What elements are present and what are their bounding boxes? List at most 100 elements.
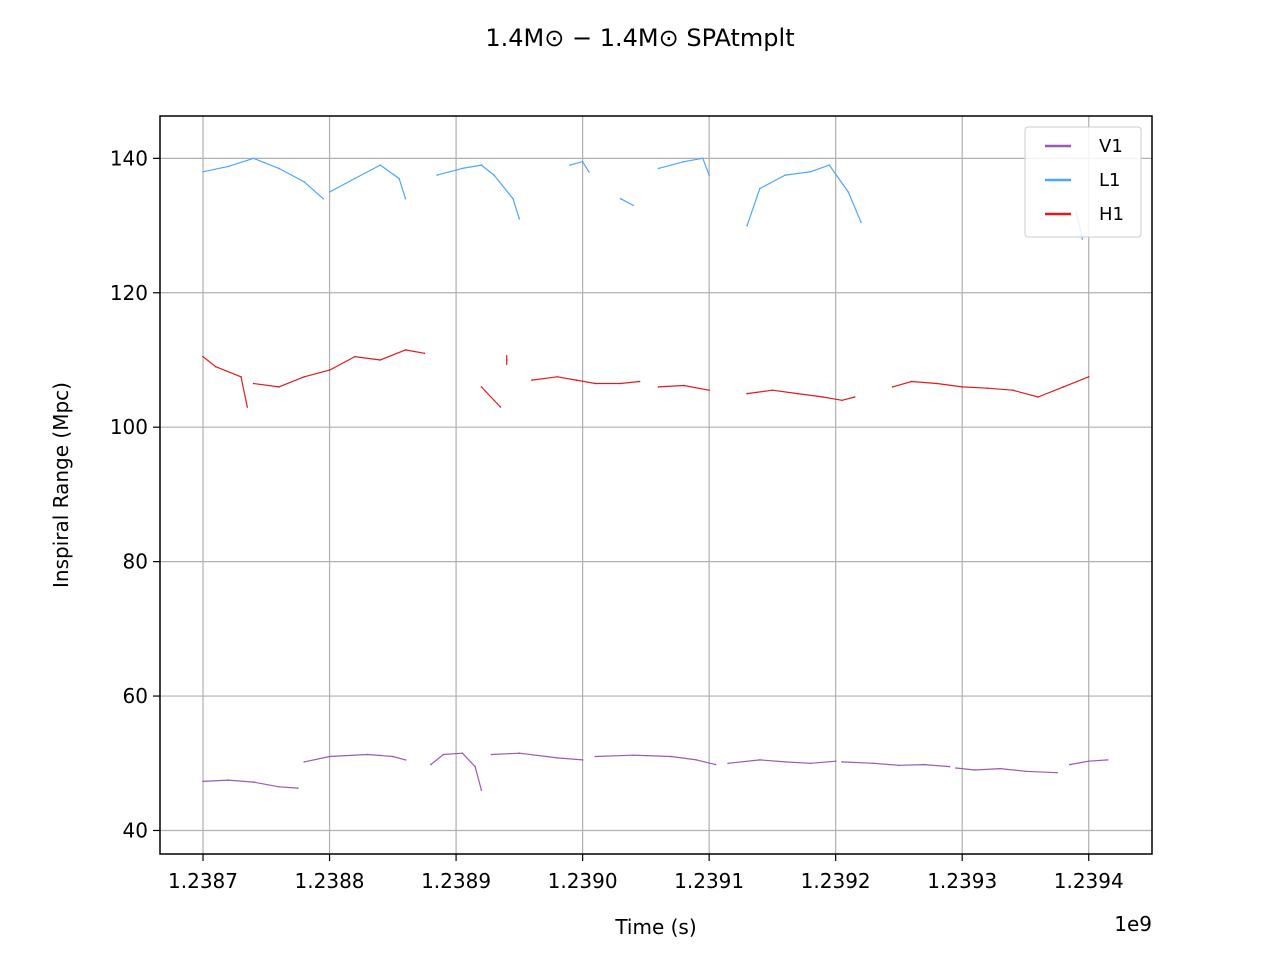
- series-L1-point: [379, 164, 382, 166]
- series-L1-point: [746, 224, 748, 227]
- series-V1-segment: [728, 759, 836, 764]
- series-H1-segment: [892, 376, 1089, 398]
- series-H1-point: [638, 380, 641, 383]
- series-H1-point: [683, 384, 685, 387]
- series-H1-segment: [253, 349, 425, 388]
- series-L1-segment: [658, 157, 710, 176]
- series-V1-point: [474, 765, 476, 768]
- series-H1-point: [891, 386, 894, 388]
- series-L1-point: [493, 174, 495, 176]
- series-H1-point: [575, 379, 578, 381]
- x-tick-label: 1.2390: [548, 869, 618, 893]
- series-V1-point: [695, 759, 698, 761]
- y-tick-label: 80: [123, 550, 148, 574]
- series-V1-point: [1056, 771, 1058, 774]
- series-H1-point: [556, 376, 559, 378]
- grid-lines: [160, 116, 1152, 854]
- series-H1-point: [961, 386, 963, 388]
- series-V1-point: [841, 761, 843, 763]
- series-H1-point: [841, 399, 843, 402]
- series-H1-point: [619, 382, 622, 385]
- y-tick-label: 120: [110, 281, 148, 305]
- legend-label-V1: V1: [1099, 136, 1123, 157]
- chart-title: 1.4M⊙ − 1.4M⊙ SPAtmplt: [485, 24, 794, 52]
- series-V1-point: [227, 779, 230, 781]
- series-H1-point: [240, 376, 242, 378]
- series-H1-point: [1062, 386, 1065, 388]
- series-V1-segment: [841, 761, 950, 768]
- series-L1-point: [708, 174, 710, 176]
- series-L1-point: [252, 157, 255, 160]
- series-V1-point: [1024, 770, 1027, 773]
- series-L1-segment: [569, 161, 590, 173]
- series-H1-segment: [747, 389, 855, 401]
- series-V1-point: [303, 761, 306, 763]
- x-tick-label: 1.2394: [1054, 869, 1124, 893]
- y-tick-label: 100: [110, 415, 148, 439]
- series-H1-point: [423, 352, 426, 355]
- y-tick-label: 60: [123, 684, 148, 708]
- series-L1-point: [354, 177, 356, 180]
- series-V1-point: [366, 753, 369, 756]
- series-L1-point: [828, 164, 831, 166]
- series-L1-point: [581, 160, 584, 163]
- series-L1-point: [518, 218, 521, 220]
- series-V1-point: [1106, 759, 1109, 761]
- series-H1-point: [531, 379, 533, 381]
- series-V1-point: [556, 757, 559, 759]
- series-H1-point: [303, 376, 306, 378]
- series-H1-point: [708, 389, 710, 392]
- series-H1-point: [505, 359, 508, 361]
- series-V1-point: [404, 759, 407, 761]
- series-L1-point: [860, 221, 862, 223]
- series-L1-point: [303, 181, 306, 183]
- series-L1-segment: [746, 164, 862, 226]
- y-tick-label: 140: [110, 146, 148, 170]
- series-V1-point: [278, 786, 280, 788]
- data-series: [202, 157, 1109, 791]
- series-V1-segment: [595, 754, 716, 766]
- series-L1-segment: [620, 198, 634, 206]
- series-H1-segment: [480, 386, 501, 408]
- series-H1-point: [379, 359, 382, 361]
- series-L1-point: [702, 157, 704, 160]
- axis-ticks: 1.2387 1.2388 1.2389 1.2390 1.2391 1.2392 1.23…: [110, 146, 1124, 893]
- series-V1-point: [974, 769, 976, 771]
- series-L1-point: [588, 171, 590, 173]
- series-V1-segment: [955, 767, 1058, 774]
- series-L1-point: [619, 197, 622, 200]
- series-L1-segment: [202, 157, 324, 200]
- series-L1-point: [278, 167, 280, 170]
- series-H1-point: [657, 386, 660, 388]
- series-H1-point: [853, 396, 856, 398]
- series-V1-point: [430, 763, 432, 766]
- series-L1-point: [436, 174, 438, 176]
- series-L1-point: [480, 164, 483, 166]
- series-V1-point: [518, 752, 521, 754]
- series-V1-point: [1087, 760, 1090, 762]
- series-V1-point: [1069, 763, 1071, 766]
- series-V1-point: [872, 762, 875, 765]
- series-H1-point: [499, 406, 502, 408]
- y-tick-label: 40: [123, 818, 148, 842]
- series-H1-point: [1087, 376, 1090, 378]
- series-V1-point: [328, 755, 331, 758]
- series-H1-point: [594, 382, 597, 385]
- series-V1-point: [594, 755, 597, 758]
- series-V1-point: [898, 764, 900, 767]
- series-V1-point: [442, 753, 445, 756]
- series-H1-point: [328, 369, 331, 371]
- series-H1-point: [910, 380, 913, 383]
- series-H1-point: [278, 386, 280, 388]
- series-L1-segment: [436, 164, 520, 219]
- series-L1-point: [632, 204, 634, 207]
- series-L1-point: [398, 177, 400, 180]
- series-V1-point: [202, 780, 204, 783]
- series-V1-point: [955, 767, 957, 769]
- x-tick-label: 1.2392: [801, 869, 871, 893]
- series-H1-point: [354, 355, 356, 358]
- series-L1-point: [512, 197, 514, 200]
- x-tick-label: 1.2388: [295, 869, 365, 893]
- series-V1-point: [252, 781, 255, 783]
- series-V1-point: [480, 789, 483, 791]
